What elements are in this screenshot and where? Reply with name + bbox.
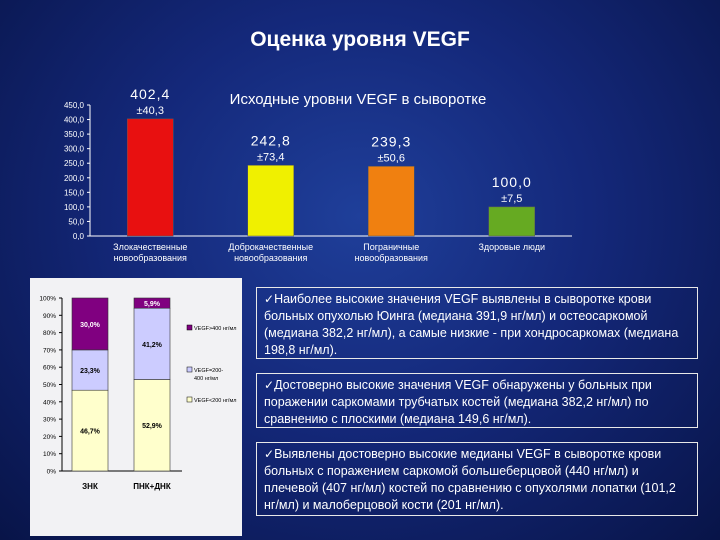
category-label: Пограничные	[363, 242, 419, 252]
category-label: новообразования	[234, 253, 307, 263]
y-tick-label: 100%	[39, 296, 56, 303]
segment-value-label: 23,3%	[80, 368, 101, 375]
segment-value-label: 46,7%	[80, 429, 101, 436]
bar-value-label: 100,0	[492, 174, 532, 190]
y-tick-label: 250,0	[64, 159, 85, 168]
bar-value-label: 239,3	[371, 133, 411, 149]
y-tick-label: 50,0	[68, 217, 84, 226]
y-tick-label: 150,0	[64, 188, 85, 197]
segment-value-label: 52,9%	[142, 423, 163, 430]
legend-swatch	[186, 366, 193, 373]
y-tick-label: 450,0	[64, 101, 85, 110]
bar-error-label: ±73,4	[257, 151, 284, 163]
segment-value-label: 30,0%	[80, 322, 101, 329]
bar-error-label: ±50,6	[378, 152, 405, 164]
stack-segment	[133, 379, 171, 472]
bar-value-label: 402,4	[130, 86, 170, 102]
finding-note-tibia: ✓Выявлены достоверно высокие медианы VEG…	[256, 442, 698, 516]
y-tick-label: 60%	[43, 365, 56, 372]
vegf-distribution-chart: 0% 10% 20% 30% 40% 50% 60% 70% 80% 90% 100% 46,7% 23…	[39, 296, 236, 492]
y-tick-label: 400,0	[64, 116, 85, 125]
legend-label: VEGF<200 нг/мл	[194, 398, 236, 404]
bar-error-label: ±7,5	[501, 193, 522, 205]
stack-segment	[133, 297, 171, 309]
stack-segment	[71, 349, 109, 391]
y-tick-label: 90%	[43, 313, 56, 320]
y-tick-label: 0,0	[73, 232, 85, 241]
y-tick-label: 20%	[43, 434, 56, 441]
bar	[247, 165, 294, 237]
stack-segment	[71, 297, 109, 351]
note-text: Выявлены достоверно высокие медианы VEGF…	[264, 447, 676, 512]
stack-segment	[133, 307, 171, 380]
y-tick-label: 0%	[47, 469, 57, 476]
bar-value-label: 242,8	[251, 132, 291, 148]
finding-note-tubular: ✓Достоверно высокие значения VEGF обнару…	[256, 373, 698, 428]
y-tick-label: 50%	[43, 382, 56, 389]
y-tick-label: 70%	[43, 347, 56, 354]
check-icon: ✓	[264, 378, 275, 392]
note-text: Наиболее высокие значения VEGF выявлены …	[264, 292, 679, 357]
bar	[368, 166, 415, 237]
vegf-levels-chart: Исходные уровни VEGF в сыворотке 0,0 50,0 1…	[64, 86, 572, 263]
category-label: Доброкачественные	[228, 242, 313, 252]
legend-label: 400 нг/мл	[194, 376, 218, 382]
slide-title: Оценка уровня VEGF	[250, 28, 470, 51]
check-icon: ✓	[264, 447, 275, 461]
y-tick-label: 30%	[43, 417, 56, 424]
legend-label: VEGF>400 нг/мл	[194, 326, 236, 332]
category-label: Здоровые люди	[478, 242, 545, 252]
y-tick-label: 350,0	[64, 130, 85, 139]
y-tick-label: 200,0	[64, 174, 85, 183]
bar-error-label: ±40,3	[137, 105, 164, 117]
category-label: Злокачественные	[113, 242, 187, 252]
chart-title: Исходные уровни VEGF в сыворотке	[230, 91, 487, 108]
y-tick-label: 80%	[43, 330, 56, 337]
y-tick-label: 300,0	[64, 145, 85, 154]
note-text: Достоверно высокие значения VEGF обнаруж…	[264, 378, 652, 426]
segment-value-label: 41,2%	[142, 342, 163, 349]
y-tick-label: 40%	[43, 399, 56, 406]
y-tick-label: 100,0	[64, 203, 85, 212]
bar	[488, 206, 535, 237]
finding-note-ewing: ✓Наиболее высокие значения VEGF выявлены…	[256, 287, 698, 359]
category-label: ЗНК	[82, 482, 98, 491]
segment-value-label: 5,9%	[144, 301, 161, 308]
category-label: новообразования	[114, 253, 187, 263]
legend-swatch	[186, 396, 193, 403]
check-icon: ✓	[264, 292, 275, 306]
percent-chart-panel: 0% 10% 20% 30% 40% 50% 60% 70% 80% 90% 100% 46,7% 23…	[30, 278, 242, 536]
category-label: новообразования	[355, 253, 428, 263]
category-label: ПНК+ДНК	[133, 482, 171, 491]
bar	[127, 118, 174, 237]
y-tick-label: 10%	[43, 451, 56, 458]
legend-label: VEGF=200-	[194, 368, 223, 374]
legend-swatch	[186, 324, 193, 331]
